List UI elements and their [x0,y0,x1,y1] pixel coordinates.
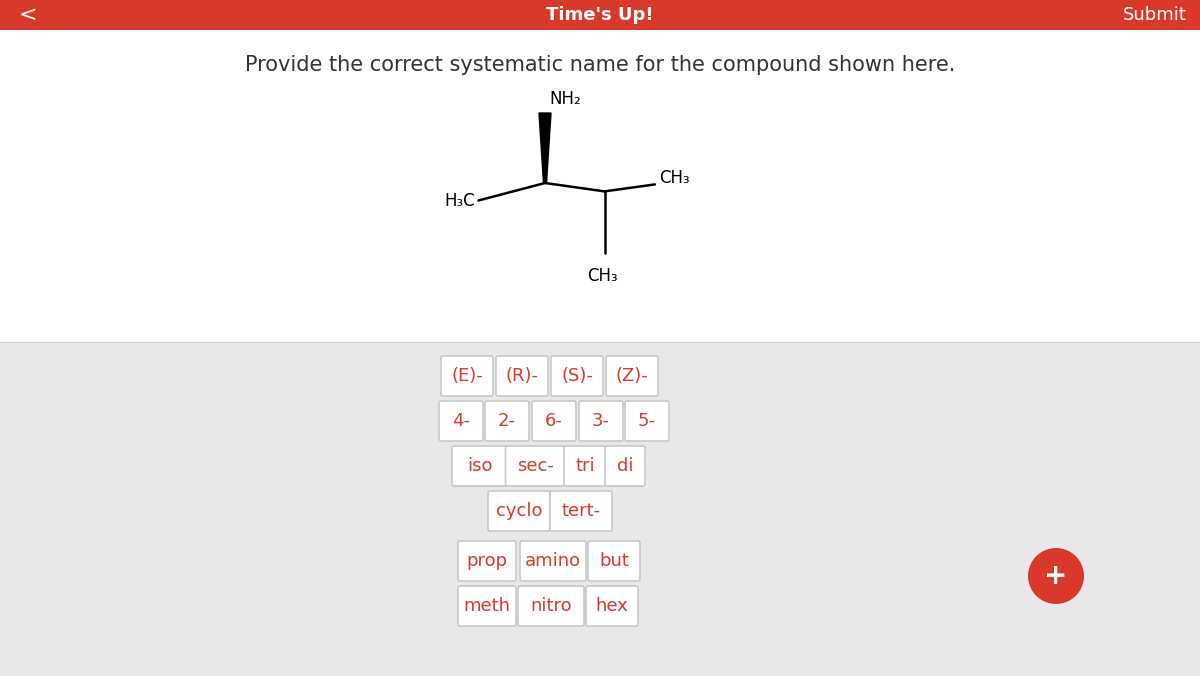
FancyBboxPatch shape [532,401,576,441]
FancyBboxPatch shape [551,356,604,396]
Text: but: but [599,552,629,570]
Polygon shape [539,113,551,183]
Text: 5-: 5- [638,412,656,430]
FancyBboxPatch shape [550,491,612,531]
Text: H₃C: H₃C [444,191,474,210]
FancyBboxPatch shape [485,401,529,441]
Text: prop: prop [467,552,508,570]
Text: sec-: sec- [516,457,553,475]
Text: nitro: nitro [530,597,572,615]
FancyBboxPatch shape [580,401,623,441]
Bar [0,342,1200,676]
FancyBboxPatch shape [625,401,670,441]
Text: 2-: 2- [498,412,516,430]
Text: 4-: 4- [452,412,470,430]
FancyBboxPatch shape [458,586,516,626]
Text: Time's Up!: Time's Up! [546,6,654,24]
Bar [0,0,1200,30]
Text: Provide the correct systematic name for the compound shown here.: Provide the correct systematic name for … [245,55,955,75]
FancyBboxPatch shape [452,446,508,486]
Text: Submit: Submit [1123,6,1187,24]
Text: (S)-: (S)- [562,367,593,385]
Text: tri: tri [575,457,595,475]
Text: di: di [617,457,634,475]
Text: amino: amino [524,552,581,570]
FancyBboxPatch shape [586,586,638,626]
Text: cyclo: cyclo [496,502,542,520]
Text: iso: iso [467,457,493,475]
FancyBboxPatch shape [505,446,564,486]
Text: meth: meth [463,597,510,615]
Text: (Z)-: (Z)- [616,367,648,385]
Circle shape [1028,548,1084,604]
Text: 3-: 3- [592,412,610,430]
FancyBboxPatch shape [442,356,493,396]
Text: <: < [19,5,37,25]
FancyBboxPatch shape [518,586,584,626]
Text: hex: hex [595,597,629,615]
Text: (R)-: (R)- [505,367,539,385]
FancyBboxPatch shape [496,356,548,396]
Text: CH₃: CH₃ [659,170,690,187]
Text: CH₃: CH₃ [587,267,618,285]
FancyBboxPatch shape [520,541,586,581]
Text: NH₂: NH₂ [550,90,581,108]
FancyBboxPatch shape [605,446,646,486]
FancyBboxPatch shape [564,446,606,486]
FancyBboxPatch shape [588,541,640,581]
Text: 6-: 6- [545,412,563,430]
FancyBboxPatch shape [606,356,658,396]
FancyBboxPatch shape [439,401,482,441]
Bar [0,30,1200,342]
FancyBboxPatch shape [488,491,550,531]
Text: tert-: tert- [562,502,600,520]
Text: (E)-: (E)- [451,367,482,385]
Text: +: + [1044,562,1068,590]
FancyBboxPatch shape [458,541,516,581]
